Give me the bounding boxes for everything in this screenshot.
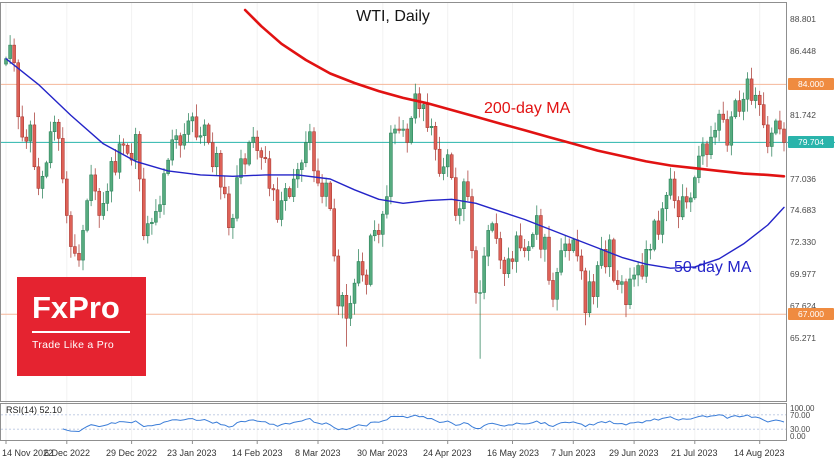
date-axis-tick: 6 Dec 2022 xyxy=(44,448,91,458)
rsi-axis-tick: 0.00 xyxy=(790,432,806,441)
date-axis-tick: 16 May 2023 xyxy=(487,448,540,458)
rsi-axis-tick: 70.00 xyxy=(790,411,811,420)
ma50-line xyxy=(5,58,785,269)
fxpro-logo-rule xyxy=(32,331,130,333)
current-price-badge: 79.704 xyxy=(788,136,834,148)
price-level-badge: 67.000 xyxy=(788,308,834,320)
date-axis-tick: 14 Aug 2023 xyxy=(734,448,785,458)
price-axis-tick: 86.448 xyxy=(790,46,816,56)
rsi-panel xyxy=(1,414,786,433)
grid-lines xyxy=(5,3,761,440)
ma50-label: 50-day MA xyxy=(674,259,752,276)
price-level-badge: 84.000 xyxy=(788,78,834,90)
candles xyxy=(4,35,786,359)
date-axis-tick: 14 Feb 2023 xyxy=(232,448,283,458)
price-axis-tick: 69.977 xyxy=(790,269,816,279)
rsi-axis-tick: 30.00 xyxy=(790,425,811,434)
price-axis-tick: 74.683 xyxy=(790,205,816,215)
chart-title: WTI, Daily xyxy=(356,8,430,25)
date-axis-tick: 24 Apr 2023 xyxy=(423,448,472,458)
date-axis-tick: 21 Jul 2023 xyxy=(671,448,718,458)
fxpro-logo-tagline: Trade Like a Pro xyxy=(32,339,115,351)
date-axis-tick: 30 Mar 2023 xyxy=(357,448,408,458)
price-axis-tick: 77.036 xyxy=(790,174,816,184)
price-axis-tick: 88.801 xyxy=(790,14,816,24)
price-axis-tick: 72.330 xyxy=(790,237,816,247)
rsi-axis-tick: 100.00 xyxy=(790,404,815,413)
date-axis-tick: 14 Nov 2022 xyxy=(2,448,54,458)
price-axis-tick: 65.271 xyxy=(790,333,816,343)
ma200-label: 200-day MA xyxy=(484,100,571,117)
rsi-indicator-label: RSI(14) 52.10 xyxy=(6,405,63,415)
fxpro-logo-text: FxPro xyxy=(32,290,120,325)
date-axis-tick: 8 Mar 2023 xyxy=(295,448,341,458)
date-axis-tick: 29 Jun 2023 xyxy=(609,448,659,458)
price-axis-tick: 81.742 xyxy=(790,110,816,120)
date-axis-tick: 7 Jun 2023 xyxy=(551,448,596,458)
date-axis-tick: 23 Jan 2023 xyxy=(167,448,217,458)
panel-borders xyxy=(0,2,787,444)
ma200-line xyxy=(243,8,786,178)
price-axis-tick: 67.624 xyxy=(790,301,816,311)
fxpro-logo: FxPro Trade Like a Pro xyxy=(17,277,146,376)
date-axis-tick: 29 Dec 2022 xyxy=(106,448,158,458)
